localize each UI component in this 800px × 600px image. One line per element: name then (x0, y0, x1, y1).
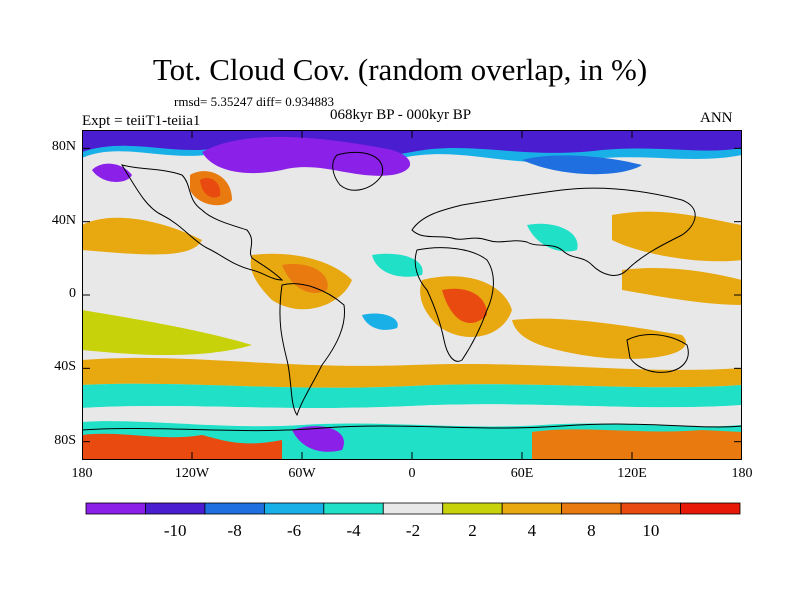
stats-text: rmsd= 5.35247 diff= 0.934883 (174, 94, 334, 109)
colorbar-swatch (145, 502, 206, 515)
lon-tick-label: 180 (71, 466, 93, 481)
period-label: 068kyr BP - 000kyr BP (330, 107, 472, 123)
lon-tick-label: 60E (510, 466, 534, 481)
colorbar: -10 -8 -6 -4 -2 2 4 8 10 (85, 502, 741, 540)
lat-tick-label: 40S (54, 359, 76, 375)
colorbar-label: 10 (642, 521, 659, 540)
colorbar-label: 4 (528, 521, 537, 540)
colorbar-swatch (323, 502, 384, 515)
lat-tick-label: 40N (51, 212, 76, 228)
colorbar-swatch (263, 502, 325, 515)
lon-tick-label: 120W (174, 466, 210, 481)
anomaly-map (82, 130, 742, 460)
lon-tick-label: 120E (617, 466, 647, 481)
colorbar-label: -2 (406, 521, 420, 540)
lon-tick-label: 60W (288, 466, 316, 481)
colorbar-label: -10 (164, 521, 187, 540)
season-label: ANN (700, 110, 733, 126)
lat-tick-label: 80N (51, 139, 76, 155)
coastlines (82, 151, 742, 432)
colorbar-swatch (442, 502, 503, 515)
lon-tick-label: 0 (408, 466, 416, 481)
colorbar-swatch (501, 502, 563, 515)
colorbar-swatch (85, 502, 146, 515)
lon-tick-label: 180 (731, 466, 753, 481)
lat-tick-label: 80S (54, 432, 76, 448)
colorbar-swatch (561, 502, 622, 515)
colorbar-swatch (204, 502, 265, 515)
colorbar-swatch (680, 502, 741, 515)
lat-tick-label: 0 (69, 286, 76, 301)
colorbar-label: -8 (228, 521, 242, 540)
colorbar-label: 2 (468, 521, 477, 540)
colorbar-swatch (382, 502, 444, 515)
axis-ticks (82, 130, 742, 460)
colorbar-label: -6 (287, 521, 301, 540)
plot-title: Tot. Cloud Cov. (random overlap, in %) (152, 52, 648, 87)
colorbar-label: 8 (587, 521, 596, 540)
experiment-label: Expt = teiiT1-teiia1 (82, 113, 201, 129)
colorbar-swatch (620, 502, 681, 515)
anomaly-fields (82, 130, 742, 460)
colorbar-label: -4 (346, 521, 361, 540)
